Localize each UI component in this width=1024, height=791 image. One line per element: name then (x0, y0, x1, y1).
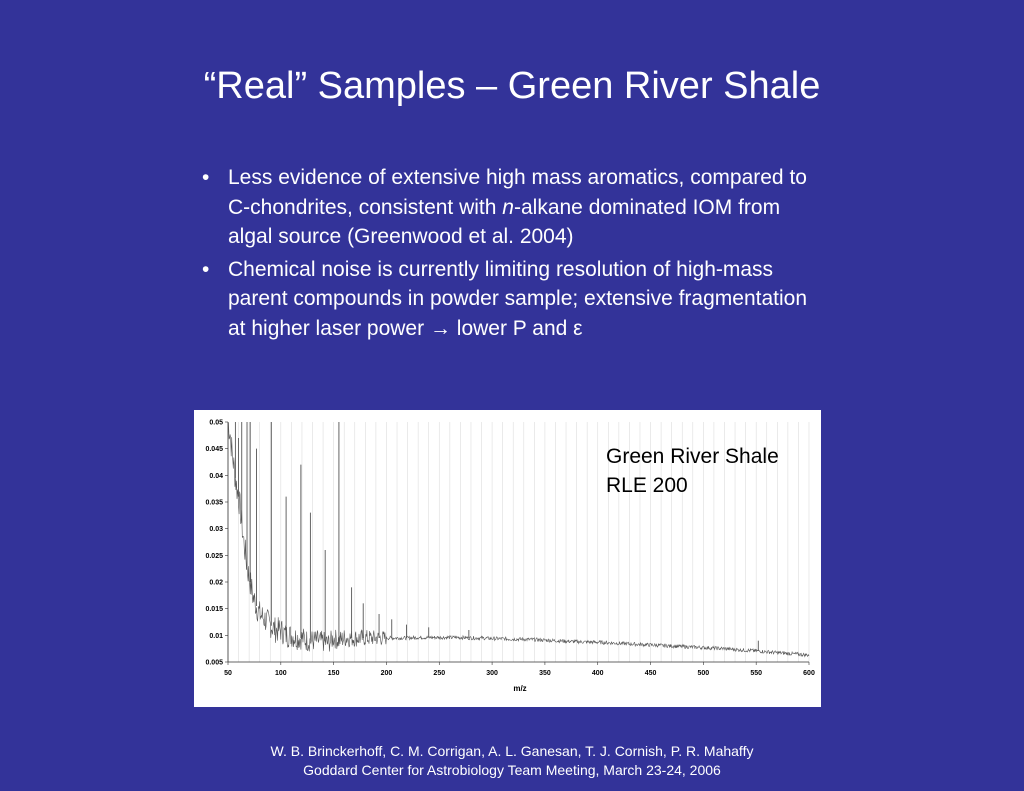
x-tick-labels: 50 100 150 200 250 300 350 400 450 500 550 600 (224, 670, 815, 677)
chart-panel: 50 100 150 200 250 300 350 400 450 500 550 600 0.05… (194, 410, 821, 707)
bullet-item: • Chemical noise is currently limiting r… (198, 255, 838, 344)
y-tick-label: 0.035 (205, 500, 223, 507)
x-axis-label: m/z (513, 684, 526, 693)
y-tick-label: 0.005 (205, 660, 223, 667)
x-tick-label: 600 (803, 670, 815, 677)
footer: W. B. Brinckerhoff, C. M. Corrigan, A. L… (0, 742, 1024, 780)
bullet-1-line-2: C-chondrites, consistent with n-alkane d… (228, 193, 838, 223)
x-tick-label: 100 (275, 670, 287, 677)
x-tick-label: 50 (224, 670, 232, 677)
y-tick-label: 0.03 (209, 526, 223, 533)
bullet-1-line-2b: -alkane dominated IOM from (513, 195, 781, 219)
bullet-1-italic-n: n (502, 195, 514, 219)
y-tick-label: 0.01 (209, 633, 223, 640)
bullet-2-line-1: Chemical noise is currently limiting res… (228, 257, 774, 281)
x-tick-label: 350 (539, 670, 551, 677)
grid-lines (227, 422, 810, 662)
footer-authors: W. B. Brinckerhoff, C. M. Corrigan, A. L… (270, 743, 754, 759)
mass-spectrum-chart: 50 100 150 200 250 300 350 400 450 500 550 600 0.05… (205, 420, 815, 694)
x-tick-label: 550 (750, 670, 762, 677)
bullet-item: • Less evidence of extensive high mass a… (198, 163, 838, 252)
bullet-2-line-2: parent compounds in powder sample; exten… (228, 287, 807, 310)
axes (225, 421, 810, 665)
y-tick-label: 0.025 (205, 553, 223, 560)
slide-title: “Real” Samples – Green River Shale (203, 65, 821, 107)
y-tick-label: 0.02 (209, 580, 223, 587)
bullet-1-line-2a: C-chondrites, consistent with (228, 195, 503, 219)
bullet-2-line-3b: lower P and (450, 316, 574, 340)
y-tick-label: 0.045 (205, 446, 223, 453)
arrow-right-icon: → (429, 316, 451, 340)
x-tick-label: 300 (486, 670, 498, 677)
annotation-line-1: Green River Shale (606, 445, 779, 468)
series-layer (227, 422, 810, 658)
bullet-glyph: • (202, 166, 210, 189)
y-tick-labels: 0.05 0.045 0.04 0.035 0.03 0.025 0.02 0.015 0.01… (205, 420, 223, 667)
bullet-2-line-3: at higher laser power → lower P and ε (228, 314, 838, 344)
x-tick-label: 250 (433, 670, 445, 677)
bullet-1-line-1: Less evidence of extensive high mass aro… (228, 166, 807, 189)
bullet-glyph: • (202, 257, 210, 281)
y-tick-label: 0.015 (205, 606, 223, 613)
y-tick-label: 0.05 (209, 420, 223, 427)
x-tick-label: 200 (381, 670, 393, 677)
x-tick-label: 400 (592, 670, 604, 677)
bullet-1-line-3: algal source (Greenwood et al. 2004) (228, 225, 574, 248)
epsilon-symbol: ε (573, 316, 583, 340)
annotation-line-2: RLE 200 (606, 474, 688, 497)
x-tick-label: 450 (645, 670, 657, 677)
footer-meeting: Goddard Center for Astrobiology Team Mee… (303, 762, 721, 778)
x-tick-label: 500 (698, 670, 710, 677)
bullet-list: • Less evidence of extensive high mass a… (198, 163, 838, 346)
chart-annotation: Green River Shale RLE 200 (606, 442, 779, 500)
bullet-2-line-3a: at higher laser power (228, 316, 430, 340)
y-tick-label: 0.04 (209, 473, 223, 480)
x-tick-label: 150 (328, 670, 340, 677)
